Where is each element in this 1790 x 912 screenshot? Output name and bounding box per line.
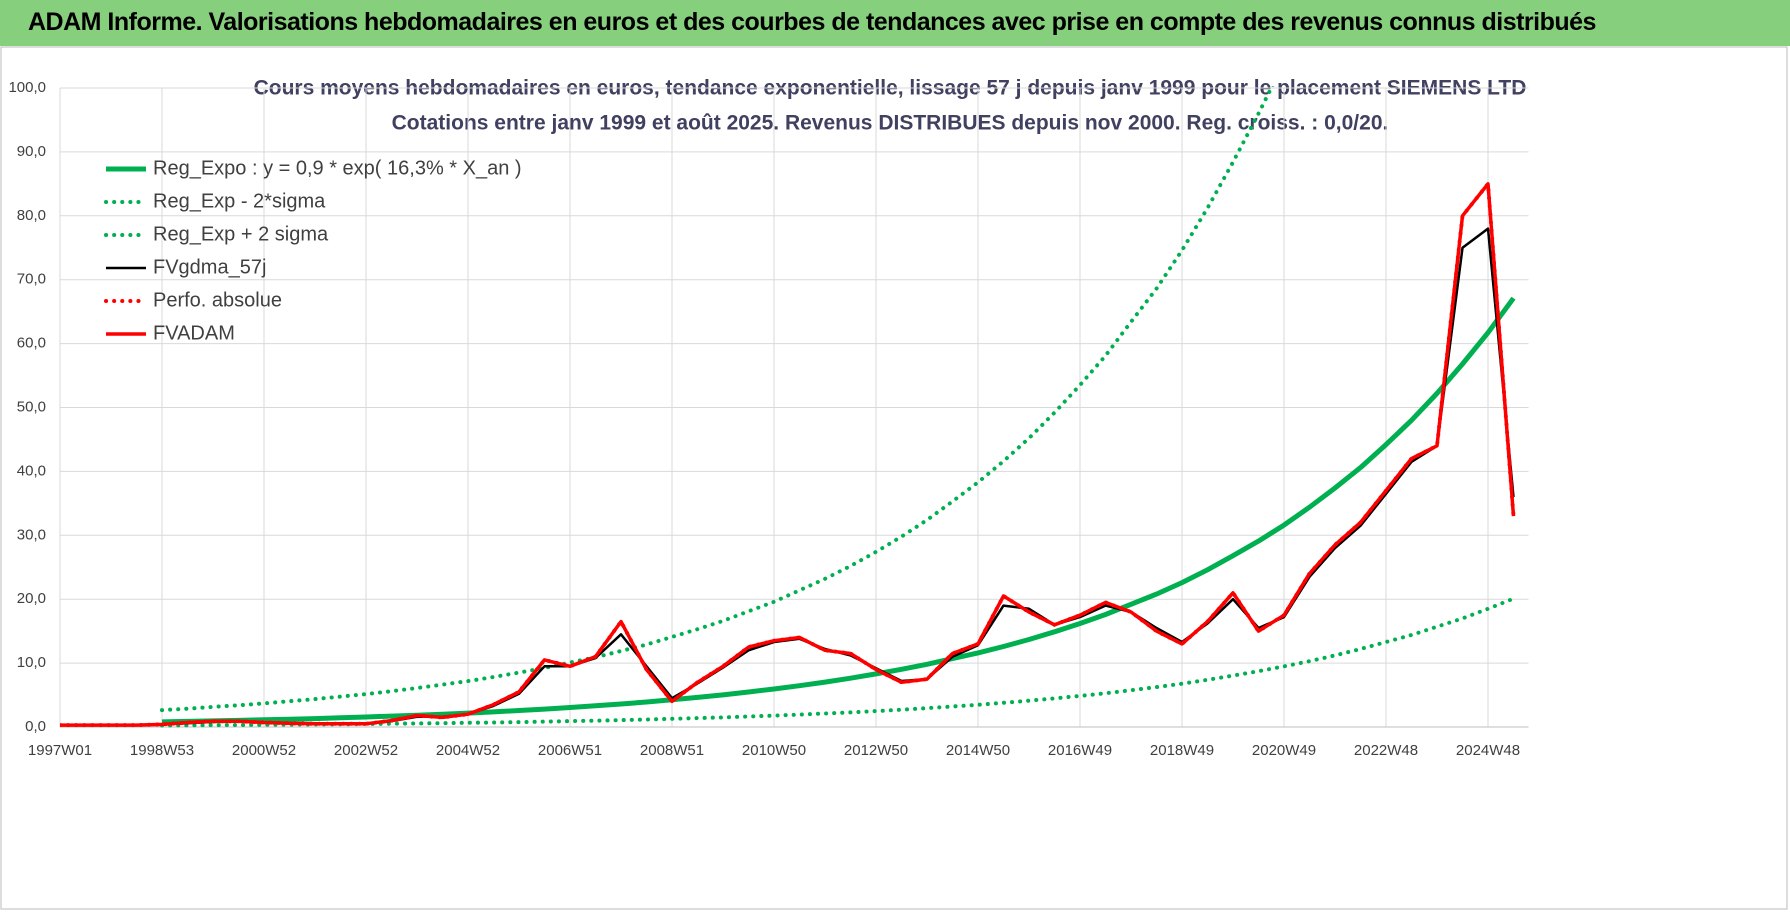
legend-label: Reg_Exp - 2*sigma xyxy=(153,190,326,212)
series-line xyxy=(160,596,1516,728)
x-tick-label: 1998W53 xyxy=(130,742,194,759)
header-title: ADAM Informe. Valorisations hebdomadaire… xyxy=(28,8,1596,36)
y-tick-label: 40,0 xyxy=(17,462,46,479)
x-tick-label: 2018W49 xyxy=(1150,742,1214,759)
x-tick-label: 2002W52 xyxy=(334,742,398,759)
x-tick-label: 2014W50 xyxy=(946,742,1010,759)
header: ADAM Informe. Valorisations hebdomadaire… xyxy=(0,0,1790,46)
legend-label: Reg_Exp + 2 sigma xyxy=(153,223,329,245)
x-tick-label: 1997W01 xyxy=(28,742,92,759)
chart-frame xyxy=(0,46,1788,910)
y-tick-label: 50,0 xyxy=(17,398,46,415)
legend-label: FVgdma_57j xyxy=(153,256,266,278)
x-tick-label: 2000W52 xyxy=(232,742,296,759)
y-tick-label: 20,0 xyxy=(17,590,46,607)
x-tick-label: 2022W48 xyxy=(1354,742,1418,759)
y-tick-label: 90,0 xyxy=(17,143,46,160)
legend-label: Reg_Expo : y = 0,9 * exp( 16,3% * X_an ) xyxy=(153,157,522,179)
x-tick-label: 2010W50 xyxy=(742,742,806,759)
legend-label: Perfo. absolue xyxy=(153,289,282,311)
y-tick-label: 30,0 xyxy=(17,526,46,543)
series-line xyxy=(160,86,1275,713)
x-tick-label: 2024W48 xyxy=(1456,742,1520,759)
y-tick-label: 60,0 xyxy=(17,335,46,352)
y-tick-label: 80,0 xyxy=(17,207,46,224)
series-line xyxy=(60,182,1516,727)
chart: Cours moyens hebdomadaires en euros, ten… xyxy=(0,46,1788,910)
x-tick-label: 2016W49 xyxy=(1048,742,1112,759)
series-line xyxy=(60,181,1516,728)
y-tick-label: 0,0 xyxy=(25,718,46,735)
x-tick-label: 2020W49 xyxy=(1252,742,1316,759)
series-line xyxy=(161,296,1516,725)
x-tick-label: 2004W52 xyxy=(436,742,500,759)
x-tick-label: 2012W50 xyxy=(844,742,908,759)
y-tick-label: 100,0 xyxy=(8,79,46,96)
x-tick-label: 2006W51 xyxy=(538,742,602,759)
chart-subtitle: Cotations entre janv 1999 et août 2025. … xyxy=(392,112,1389,135)
y-tick-label: 10,0 xyxy=(17,654,46,671)
x-tick-label: 2008W51 xyxy=(640,742,704,759)
plot-area xyxy=(60,86,1516,728)
legend-label: FVADAM xyxy=(153,322,235,344)
y-tick-label: 70,0 xyxy=(17,271,46,288)
